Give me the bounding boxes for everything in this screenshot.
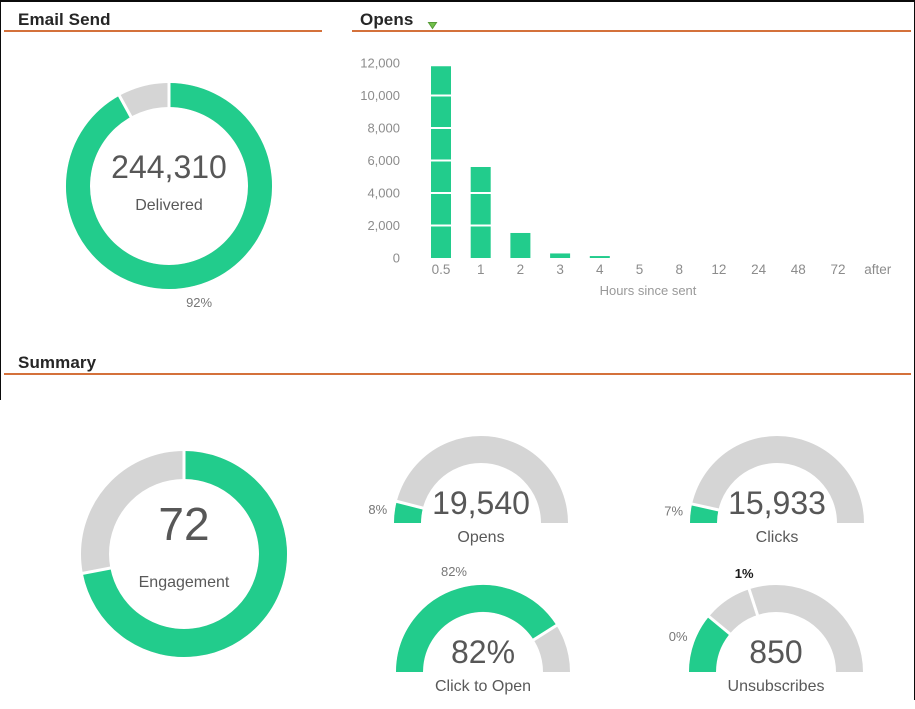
gauge-opens-label: Opens bbox=[457, 529, 504, 546]
opens-gauge-chart: 19,540 Opens 8% bbox=[368, 436, 568, 546]
x-tick-label: 12 bbox=[711, 262, 726, 277]
gauge-unsub-percent-label: 0% bbox=[669, 629, 688, 644]
y-tick-label: 6,000 bbox=[367, 153, 400, 168]
donut-delivered-value: 244,310 bbox=[111, 149, 227, 185]
x-tick-label: 4 bbox=[596, 262, 604, 277]
gauge-value-arc bbox=[689, 616, 731, 673]
y-tick-label: 0 bbox=[393, 251, 400, 266]
segment-divider bbox=[532, 623, 559, 642]
gauge-c2o-label: Click to Open bbox=[435, 678, 531, 695]
x-tick-label: 2 bbox=[517, 262, 525, 277]
y-tick-label: 10,000 bbox=[360, 88, 400, 103]
segment-divider bbox=[690, 502, 720, 512]
gauge-clicks-label: Clicks bbox=[756, 529, 799, 546]
donut-delivered-label: Delivered bbox=[135, 197, 203, 214]
gauge-clicks-value: 15,933 bbox=[728, 485, 826, 521]
segment-divider bbox=[117, 94, 133, 119]
segment-divider bbox=[81, 566, 112, 575]
y-tick-label: 12,000 bbox=[360, 56, 400, 71]
email-send-title: Email Send bbox=[18, 10, 111, 29]
x-tick-label: 48 bbox=[791, 262, 806, 277]
x-axis-title: Hours since sent bbox=[600, 283, 697, 298]
gauge-clicks-percent-label: 7% bbox=[664, 504, 683, 519]
gauge-unsub-tick-label: 1% bbox=[735, 566, 754, 581]
gauge-unsub-label: Unsubscribes bbox=[728, 678, 825, 695]
segment-divider bbox=[747, 587, 760, 617]
donut-value-arc bbox=[82, 451, 287, 657]
gauge-value-arc bbox=[396, 585, 557, 673]
gauge-c2o-value: 82% bbox=[451, 634, 515, 670]
y-tick-label: 2,000 bbox=[367, 218, 400, 233]
email-send-section-header: Email Send bbox=[4, 4, 322, 32]
x-tick-label: 5 bbox=[636, 262, 644, 277]
summary-title: Summary bbox=[18, 353, 97, 372]
x-tick-label: after bbox=[864, 262, 892, 277]
opens-section-header: Opens bbox=[352, 4, 911, 32]
segment-divider bbox=[707, 614, 732, 636]
bar-3 bbox=[550, 253, 571, 258]
gauge-track bbox=[690, 436, 864, 524]
donut-engagement-label: Engagement bbox=[139, 574, 230, 591]
x-tick-label: 8 bbox=[675, 262, 683, 277]
gauge-c2o-percent-label: 82% bbox=[441, 564, 467, 579]
gauge-value-arc bbox=[394, 501, 423, 524]
clicks-gauge-chart: 15,933 Clicks 7% bbox=[664, 436, 864, 546]
y-tick-label: 4,000 bbox=[367, 186, 400, 201]
summary-section-header: Summary bbox=[4, 347, 911, 375]
x-tick-label: 72 bbox=[830, 262, 845, 277]
gauge-track bbox=[394, 436, 568, 524]
unsubscribes-gauge-chart: 1% 850 Unsubscribes 0% bbox=[669, 566, 863, 695]
engagement-donut-chart: 72 Engagement bbox=[81, 450, 287, 657]
donut-delivered-percent-label: 92% bbox=[186, 295, 212, 310]
opens-title: Opens bbox=[360, 10, 414, 29]
x-tick-label: 0.5 bbox=[432, 262, 451, 277]
bar-1 bbox=[470, 167, 491, 258]
delivered-donut-chart: 244,310 Delivered 92% bbox=[66, 82, 272, 310]
bar-4 bbox=[589, 256, 610, 258]
bar-0.5 bbox=[431, 66, 451, 258]
donut-value-arc bbox=[66, 83, 272, 289]
x-tick-label: 24 bbox=[751, 262, 767, 277]
x-tick-label: 3 bbox=[556, 262, 564, 277]
gauge-opens-value: 19,540 bbox=[432, 485, 530, 521]
gauge-value-arc bbox=[690, 504, 719, 524]
bar-2 bbox=[510, 232, 531, 258]
opens-dropdown-icon[interactable] bbox=[427, 17, 438, 35]
x-tick-label: 1 bbox=[477, 262, 485, 277]
window-border-top bbox=[0, 0, 915, 2]
y-tick-label: 8,000 bbox=[367, 121, 400, 136]
donut-engagement-value: 72 bbox=[158, 498, 209, 550]
gauge-unsub-value: 850 bbox=[749, 634, 802, 670]
window-border-left bbox=[0, 0, 1, 400]
click-to-open-gauge-chart: 82% Click to Open 82% bbox=[396, 564, 570, 695]
gauge-opens-percent-label: 8% bbox=[368, 502, 387, 517]
segment-divider bbox=[395, 499, 425, 510]
